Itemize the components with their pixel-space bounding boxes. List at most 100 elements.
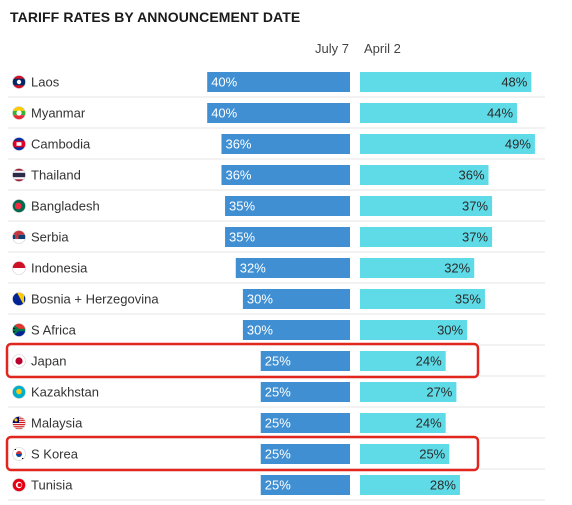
july7-bar xyxy=(221,134,350,154)
japan-flag-icon xyxy=(12,354,26,368)
july7-bar xyxy=(207,72,350,92)
category-label: S Africa xyxy=(31,323,77,338)
april2-bar xyxy=(360,413,446,433)
chart-row: Cambodia 36% 49% xyxy=(8,134,545,160)
april2-bar xyxy=(360,320,468,340)
category-label: Indonesia xyxy=(31,261,88,276)
july7-value-label: 36% xyxy=(225,137,251,152)
south-korea-flag-icon xyxy=(12,447,26,461)
july7-bar xyxy=(260,382,350,402)
chart-row: Serbia 35% 37% xyxy=(8,227,545,253)
chart-row: Myanmar 40% 44% xyxy=(8,103,545,129)
chart-row: S Africa 30% 30% xyxy=(8,320,545,346)
july7-value-label: 32% xyxy=(240,261,266,276)
series-header-april2: April 2 xyxy=(364,41,401,56)
series-header-july7: July 7 xyxy=(315,41,349,56)
south-africa-flag-icon xyxy=(12,323,26,337)
july7-value-label: 30% xyxy=(247,292,273,307)
april2-bar xyxy=(360,227,493,247)
april2-bar xyxy=(360,382,457,402)
april2-value-label: 24% xyxy=(416,354,442,369)
july7-bar xyxy=(242,289,350,309)
april2-value-label: 28% xyxy=(430,478,456,493)
july7-bar xyxy=(235,258,350,278)
serbia-flag-icon xyxy=(12,230,26,244)
category-label: Laos xyxy=(31,75,60,90)
category-label: Thailand xyxy=(31,168,81,183)
april2-value-label: 30% xyxy=(437,323,463,338)
april2-value-label: 24% xyxy=(416,416,442,431)
myanmar-flag-icon xyxy=(12,106,26,120)
thailand-flag-icon xyxy=(12,168,26,182)
july7-value-label: 35% xyxy=(229,199,255,214)
april2-value-label: 25% xyxy=(419,447,445,462)
july7-bar xyxy=(225,196,350,216)
july7-value-label: 25% xyxy=(265,478,291,493)
bangladesh-flag-icon xyxy=(12,199,26,213)
chart-row: Tunisia 25% 28% xyxy=(8,475,545,501)
category-label: Bangladesh xyxy=(31,199,100,214)
cambodia-flag-icon xyxy=(12,137,26,151)
laos-flag-icon xyxy=(12,75,26,89)
april2-value-label: 37% xyxy=(462,230,488,245)
chart-row: Japan 25% 24% xyxy=(5,342,545,379)
april2-bar xyxy=(360,289,485,309)
july7-value-label: 40% xyxy=(211,75,237,90)
april2-bar xyxy=(360,134,535,154)
april2-bar xyxy=(360,165,489,185)
april2-value-label: 37% xyxy=(462,199,488,214)
april2-bar xyxy=(360,72,532,92)
kazakhstan-flag-icon xyxy=(12,385,26,399)
april2-value-label: 32% xyxy=(444,261,470,276)
category-label: Japan xyxy=(31,354,66,369)
category-label: Tunisia xyxy=(31,478,73,493)
category-label: Cambodia xyxy=(31,137,91,152)
july7-value-label: 25% xyxy=(265,354,291,369)
april2-bar xyxy=(360,258,475,278)
chart-row: Laos 40% 48% xyxy=(8,72,545,98)
april2-bar xyxy=(360,103,518,123)
april2-value-label: 27% xyxy=(426,385,452,400)
july7-bar xyxy=(260,475,350,495)
chart-row: Bosnia + Herzegovina 30% 35% xyxy=(8,289,545,315)
july7-value-label: 35% xyxy=(229,230,255,245)
malaysia-flag-icon xyxy=(12,416,26,430)
bosnia-flag-icon xyxy=(12,292,26,306)
july7-value-label: 30% xyxy=(247,323,273,338)
category-label: Myanmar xyxy=(31,106,86,121)
category-label: Malaysia xyxy=(31,416,83,431)
july7-value-label: 25% xyxy=(265,447,291,462)
april2-value-label: 49% xyxy=(505,137,531,152)
chart-row: Indonesia 32% 32% xyxy=(8,258,545,284)
chart-row: Malaysia 25% 24% xyxy=(8,413,545,439)
category-label: S Korea xyxy=(31,447,79,462)
july7-value-label: 36% xyxy=(225,168,251,183)
july7-bar xyxy=(225,227,350,247)
april2-bar xyxy=(360,351,446,371)
april2-bar xyxy=(360,475,460,495)
july7-bar xyxy=(207,103,350,123)
indonesia-flag-icon xyxy=(12,261,26,275)
april2-bar xyxy=(360,444,450,464)
july7-bar xyxy=(242,320,350,340)
april2-bar xyxy=(360,196,493,216)
july7-bar xyxy=(260,413,350,433)
category-label: Kazakhstan xyxy=(31,385,99,400)
april2-value-label: 44% xyxy=(487,106,513,121)
april2-value-label: 48% xyxy=(501,75,527,90)
highlight-box xyxy=(5,342,480,379)
highlight-box xyxy=(5,435,480,472)
chart-row: S Korea 25% 25% xyxy=(5,435,545,472)
july7-value-label: 25% xyxy=(265,416,291,431)
category-label: Serbia xyxy=(31,230,69,245)
tunisia-flag-icon xyxy=(12,478,26,492)
july7-value-label: 40% xyxy=(211,106,237,121)
april2-value-label: 35% xyxy=(455,292,481,307)
july7-bar xyxy=(221,165,350,185)
chart-title: TARIFF RATES BY ANNOUNCEMENT DATE xyxy=(10,9,301,25)
chart-row: Bangladesh 35% 37% xyxy=(8,196,545,222)
chart-row: Kazakhstan 25% 27% xyxy=(8,382,545,408)
category-label: Bosnia + Herzegovina xyxy=(31,292,159,307)
april2-value-label: 36% xyxy=(458,168,484,183)
